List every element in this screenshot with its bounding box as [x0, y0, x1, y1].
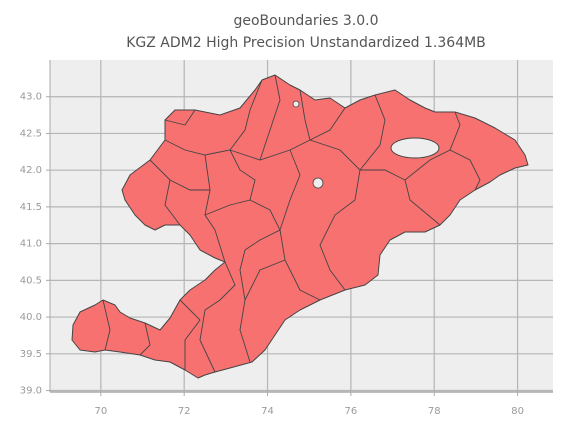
- y-tick-label: 40.5: [20, 275, 42, 286]
- district-borders: [102, 74, 481, 373]
- y-tick-label: 39.5: [20, 349, 42, 360]
- y-tick-label: 43.0: [20, 92, 42, 103]
- chart-title: geoBoundaries 3.0.0: [233, 13, 378, 29]
- x-tick-label: 70: [94, 406, 107, 417]
- y-tick-label: 41.5: [20, 202, 42, 213]
- lake: [312, 177, 324, 189]
- lake: [292, 100, 300, 108]
- y-tick-label: 39.0: [20, 386, 42, 397]
- lake: [390, 137, 440, 159]
- x-tick-label: 72: [178, 406, 191, 417]
- x-tick-label: 74: [261, 406, 274, 417]
- chart-subtitle: KGZ ADM2 High Precision Unstandardized 1…: [126, 35, 486, 51]
- x-tick-label: 76: [345, 406, 358, 417]
- x-tick-label: 80: [511, 406, 524, 417]
- y-tick-label: 42.0: [20, 165, 42, 176]
- y-tick-label: 42.5: [20, 128, 42, 139]
- y-tick-label: 40.0: [20, 312, 42, 323]
- map: [71, 74, 529, 379]
- y-tick-label: 41.0: [20, 239, 42, 250]
- x-tick-label: 78: [428, 406, 441, 417]
